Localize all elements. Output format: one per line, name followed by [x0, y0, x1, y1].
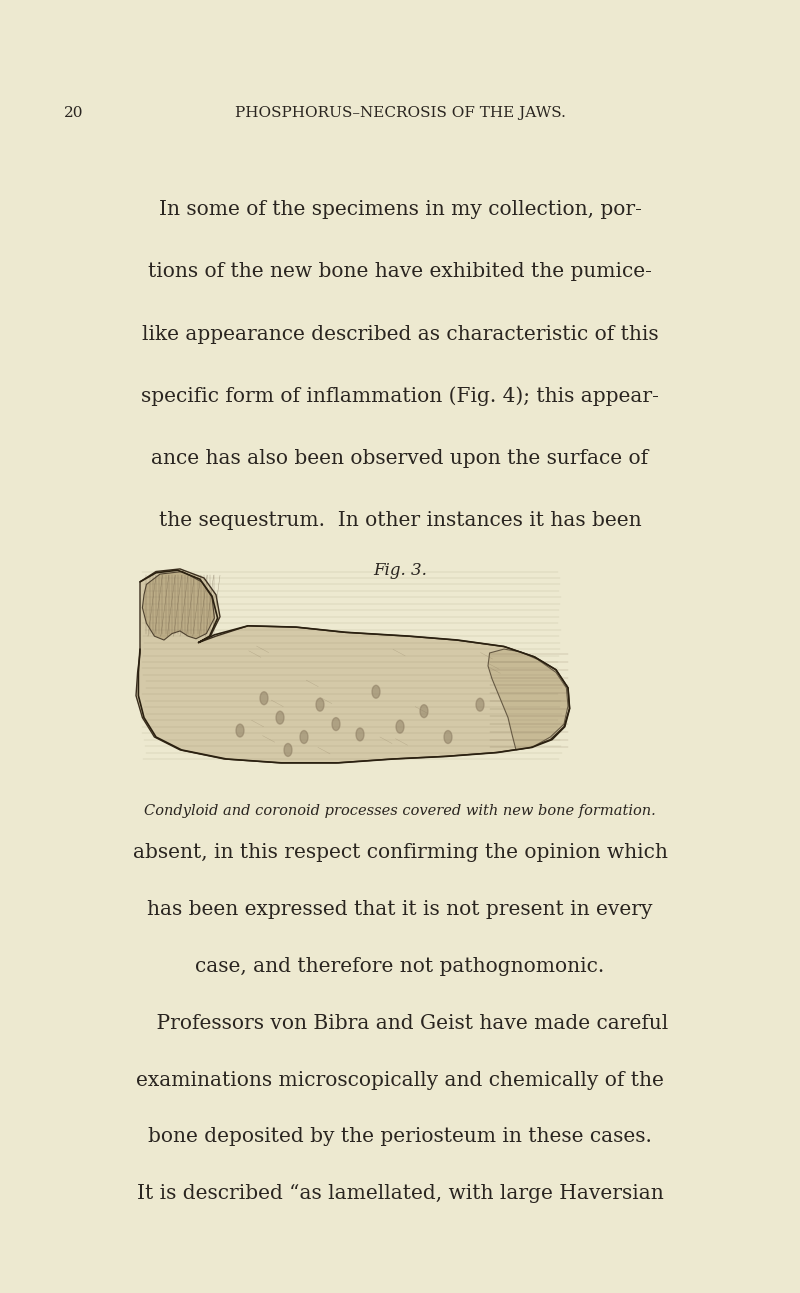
Text: PHOSPHORUS–NECROSIS OF THE JAWS.: PHOSPHORUS–NECROSIS OF THE JAWS.	[234, 106, 566, 120]
Text: examinations microscopically and chemically of the: examinations microscopically and chemica…	[136, 1071, 664, 1090]
Text: In some of the specimens in my collection, por-: In some of the specimens in my collectio…	[158, 200, 642, 220]
Circle shape	[316, 698, 324, 711]
Polygon shape	[488, 649, 568, 750]
Circle shape	[396, 720, 404, 733]
Text: Professors von Bibra and Geist have made careful: Professors von Bibra and Geist have made…	[131, 1014, 669, 1033]
Text: absent, in this respect confirming the opinion which: absent, in this respect confirming the o…	[133, 843, 667, 862]
Text: It is described “as lamellated, with large Haversian: It is described “as lamellated, with lar…	[137, 1184, 663, 1204]
Text: case, and therefore not pathognomonic.: case, and therefore not pathognomonic.	[195, 957, 605, 976]
Text: Condyloid and coronoid processes covered with new bone formation.: Condyloid and coronoid processes covered…	[144, 804, 656, 818]
Circle shape	[356, 728, 364, 741]
Circle shape	[276, 711, 284, 724]
Circle shape	[260, 692, 268, 705]
Polygon shape	[136, 569, 570, 763]
Circle shape	[372, 685, 380, 698]
Circle shape	[236, 724, 244, 737]
Circle shape	[284, 743, 292, 756]
Text: Fig. 3.: Fig. 3.	[373, 562, 427, 579]
Text: 20: 20	[64, 106, 83, 120]
Text: like appearance described as characteristic of this: like appearance described as characteris…	[142, 325, 658, 344]
Text: specific form of inflammation (Fig. 4); this appear-: specific form of inflammation (Fig. 4); …	[141, 387, 659, 406]
Circle shape	[476, 698, 484, 711]
Circle shape	[420, 705, 428, 718]
Circle shape	[300, 731, 308, 743]
Text: the sequestrum.  In other instances it has been: the sequestrum. In other instances it ha…	[158, 511, 642, 530]
Circle shape	[444, 731, 452, 743]
Text: bone deposited by the periosteum in these cases.: bone deposited by the periosteum in thes…	[148, 1127, 652, 1147]
Text: tions of the new bone have exhibited the pumice-: tions of the new bone have exhibited the…	[148, 262, 652, 282]
Text: has been expressed that it is not present in every: has been expressed that it is not presen…	[147, 900, 653, 919]
Circle shape	[332, 718, 340, 731]
Text: ance has also been observed upon the surface of: ance has also been observed upon the sur…	[151, 449, 649, 468]
Polygon shape	[142, 572, 214, 640]
